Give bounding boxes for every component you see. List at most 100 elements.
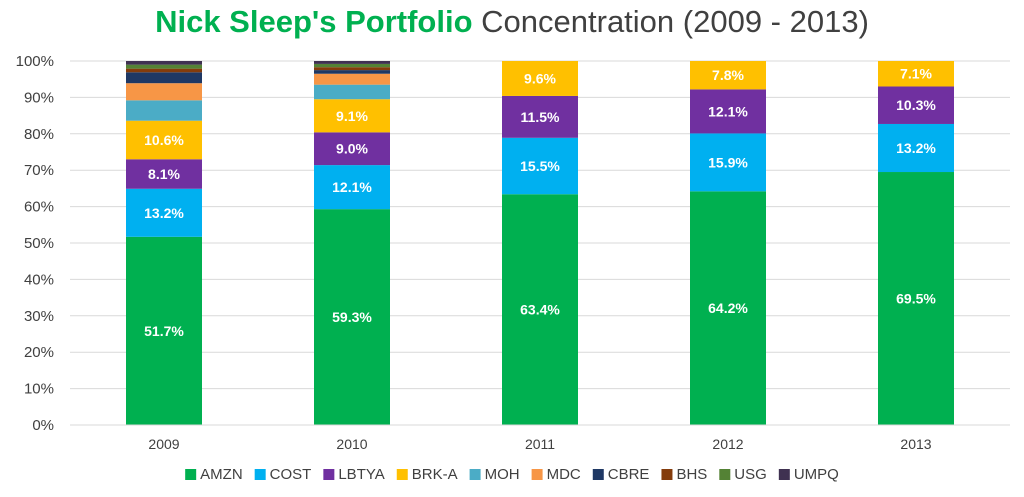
bar-segment-bhs-2009: [126, 68, 202, 73]
y-tick-label: 30%: [24, 308, 54, 325]
legend-swatch: [254, 469, 266, 480]
legend-item-umpq: UMPQ: [778, 466, 839, 483]
y-tick-label: 10%: [24, 381, 54, 398]
x-axis: 2009 2010 2011 2012 2013: [70, 424, 1010, 452]
x-tick-label: 2011: [525, 436, 555, 452]
legend-swatch: [531, 469, 543, 480]
bar-segment-umpq-2010: [314, 61, 390, 64]
data-label-lbtya-2009: 8.1%: [148, 166, 180, 182]
legend-item-cbre: CBRE: [592, 466, 650, 483]
legend-item-lbtya: LBTYA: [323, 466, 385, 483]
bar-segment-brk-a-2011: [502, 61, 578, 96]
legend-swatch: [469, 469, 481, 480]
bar-segment-cost-2010: [314, 165, 390, 210]
y-axis: 0% 10% 20% 30% 40% 50% 60% 70% 80% 90% 100%: [16, 53, 54, 434]
legend-item-brk-a: BRK-A: [396, 466, 458, 483]
bar-segment-lbtya-2011: [502, 95, 578, 138]
legend-label: UMPQ: [794, 466, 839, 483]
data-label-brk-a-2011: 9.6%: [524, 70, 556, 86]
bar-segment-cost-2012: [690, 133, 766, 192]
legend-swatch: [396, 469, 408, 480]
bar-segment-amzn-2013: [878, 172, 954, 425]
y-tick-label: 90%: [24, 89, 54, 106]
bar-segment-amzn-2011: [502, 194, 578, 425]
bar-segment-cost-2013: [878, 123, 954, 173]
y-tick-label: 20%: [24, 344, 54, 361]
data-label-cost-2010: 12.1%: [332, 179, 372, 195]
chart-title-rest: Concentration (2009 - 2013): [481, 4, 869, 39]
data-label-brk-a-2009: 10.6%: [144, 132, 184, 148]
legend-swatch: [661, 469, 673, 480]
bar-segment-amzn-2010: [314, 209, 390, 425]
bar-segment-usg-2009: [126, 64, 202, 69]
bar-segment-amzn-2009: [126, 236, 202, 425]
bar-stack-2009: 51.7% 13.2% 8.1% 10.6%: [126, 61, 202, 425]
bar-segment-umpq-2009: [126, 61, 202, 65]
bar-segment-lbtya-2009: [126, 159, 202, 189]
bar-segment-brk-a-2012: [690, 61, 766, 90]
legend-swatch: [592, 469, 604, 480]
bar-segment-brk-a-2013: [878, 61, 954, 87]
data-label-lbtya-2013: 10.3%: [896, 97, 936, 113]
bar-segment-moh-2010: [314, 84, 390, 100]
x-tick-label: 2009: [148, 436, 179, 452]
x-tick-label: 2010: [336, 436, 367, 452]
x-tick-label: 2013: [900, 436, 931, 452]
legend-label: USG: [734, 466, 767, 483]
legend: AMZN COST LBTYA BRK-A MOH MDC CBRE BHS USG UMPQ: [185, 466, 839, 483]
bar-segment-bhs-2010: [314, 67, 390, 71]
x-tick-label: 2012: [712, 436, 743, 452]
bar-segment-cost-2011: [502, 137, 578, 195]
bar-stacks: 51.7% 13.2% 8.1% 10.6% 59.3% 12.1% 9.0% 9.1% 63.…: [126, 61, 954, 425]
legend-label: CBRE: [608, 466, 650, 483]
legend-label: MDC: [547, 466, 581, 483]
bar-segment-mdc-2010: [314, 73, 390, 85]
data-label-lbtya-2010: 9.0%: [336, 141, 368, 157]
y-tick-label: 0%: [32, 417, 54, 434]
bar-segment-brk-a-2009: [126, 120, 202, 160]
bar-stack-2010: 59.3% 12.1% 9.0% 9.1%: [314, 61, 390, 425]
data-label-brk-a-2012: 7.8%: [712, 67, 744, 83]
chart-title-highlight: Nick Sleep's Portfolio: [155, 4, 473, 39]
data-label-cost-2012: 15.9%: [708, 154, 748, 170]
legend-label: LBTYA: [338, 466, 384, 483]
data-label-cost-2011: 15.5%: [520, 158, 560, 174]
legend-label: COST: [270, 466, 312, 483]
data-label-lbtya-2011: 11.5%: [521, 109, 560, 125]
bar-stack-2011: 63.4% 15.5% 11.5% 9.6%: [502, 61, 578, 425]
data-label-amzn-2012: 64.2%: [708, 300, 748, 316]
data-label-amzn-2011: 63.4%: [520, 302, 560, 318]
legend-item-usg: USG: [719, 466, 767, 483]
data-label-amzn-2013: 69.5%: [896, 291, 936, 307]
data-label-amzn-2009: 51.7%: [144, 323, 184, 339]
legend-label: BHS: [676, 466, 707, 483]
legend-item-mdc: MDC: [531, 466, 581, 483]
bar-segment-mdc-2009: [126, 83, 202, 101]
legend-swatch: [719, 469, 731, 480]
y-tick-label: 70%: [24, 162, 54, 179]
bar-segment-cbre-2010: [314, 70, 390, 74]
legend-swatch: [778, 469, 790, 480]
bar-segment-lbtya-2010: [314, 132, 390, 166]
bar-segment-cbre-2009: [126, 72, 202, 84]
legend-item-bhs: BHS: [661, 466, 707, 483]
bar-segment-moh-2009: [126, 100, 202, 121]
chart-title: Nick Sleep's Portfolio Concentration (20…: [0, 2, 1024, 42]
legend-item-amzn: AMZN: [185, 466, 243, 483]
y-tick-label: 60%: [24, 199, 54, 216]
bar-segment-lbtya-2013: [878, 86, 954, 124]
data-label-cost-2009: 13.2%: [144, 205, 184, 221]
bar-stack-2012: 64.2% 15.9% 12.1% 7.8%: [690, 61, 766, 425]
bar-stack-2013: 69.5% 13.2% 10.3% 7.1%: [878, 61, 954, 425]
legend-swatch: [185, 469, 197, 480]
data-label-brk-a-2013: 7.1%: [900, 66, 932, 82]
bar-segment-cost-2009: [126, 188, 202, 237]
data-label-amzn-2010: 59.3%: [332, 309, 372, 325]
bar-segment-usg-2010: [314, 63, 390, 68]
legend-item-moh: MOH: [469, 466, 520, 483]
bar-segment-amzn-2012: [690, 191, 766, 425]
bar-segment-brk-a-2010: [314, 99, 390, 133]
legend-label: MOH: [485, 466, 520, 483]
legend-label: BRK-A: [412, 466, 458, 483]
